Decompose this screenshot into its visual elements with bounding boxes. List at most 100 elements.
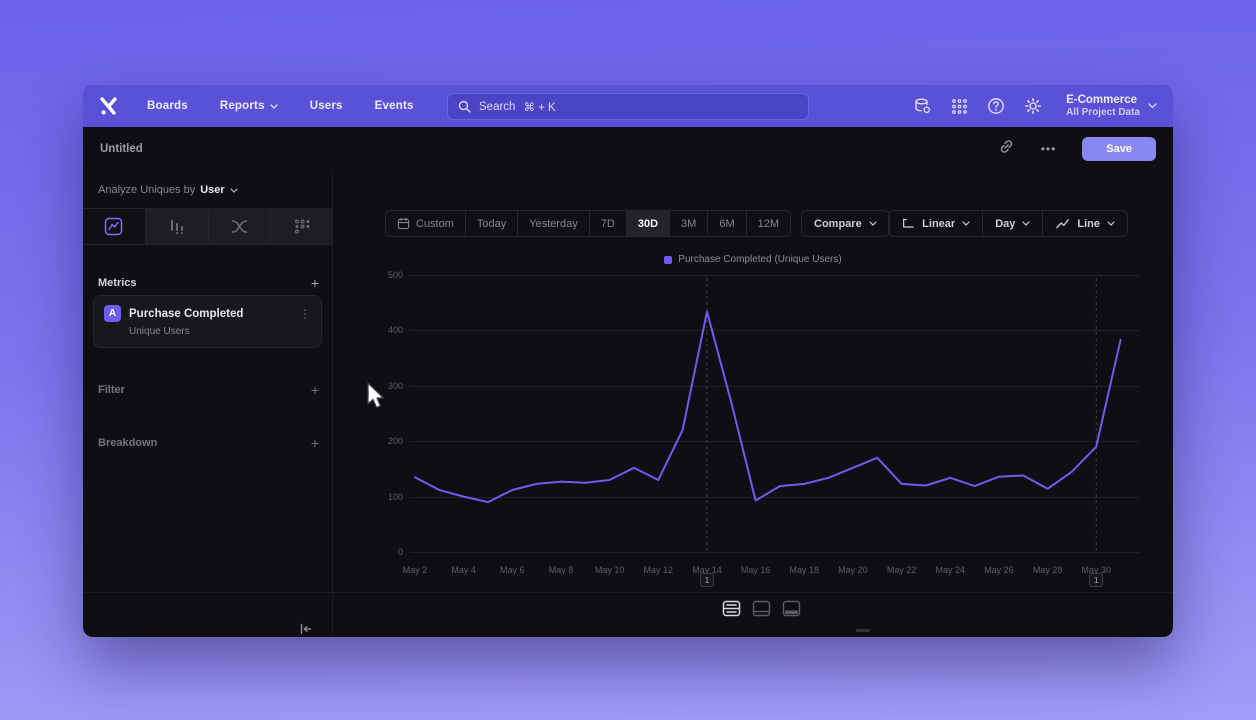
range-label: 6M [719,217,735,230]
chevron-down-icon [1107,221,1115,226]
range-12m-button[interactable]: 12M [747,211,790,236]
x-axis-tick: May 4 [451,565,476,575]
range-3m-button[interactable]: 3M [670,211,709,236]
help-icon[interactable] [986,96,1006,116]
report-title[interactable]: Untitled [100,142,143,155]
tab-insights[interactable] [83,209,146,244]
nav-item-label: Boards [147,100,188,112]
axis-icon [903,218,915,228]
range-label: Yesterday [529,217,578,230]
title-bar: Untitled ••• Save [83,127,1173,170]
view-toggles [720,598,803,619]
metric-card[interactable]: A Purchase Completed ⋮ Unique Users [93,295,322,348]
series-line[interactable] [414,310,1122,504]
chevron-down-icon [869,221,877,226]
top-nav: Boards Reports Users Events Search ⌘ + K [83,85,1173,127]
metrics-section-header: Metrics + [98,275,319,291]
metric-badge: A [104,305,121,322]
search-placeholder: Search [479,100,516,113]
metric-kebab-menu[interactable]: ⋮ [299,306,311,321]
nav-item-label: Events [374,100,414,112]
x-axis-tick: May 14 [692,565,722,575]
flows-icon [231,220,248,233]
gridline [410,552,1140,553]
gridline [410,385,1140,387]
app-window: Boards Reports Users Events Search ⌘ + K [83,85,1173,637]
search-shortcut: ⌘ + K [523,101,556,114]
breakdown-title: Breakdown [98,437,158,449]
scale-dropdown[interactable]: Linear [888,210,983,237]
x-axis-tick: May 10 [594,565,625,575]
tab-retention[interactable] [271,209,333,244]
range-label: 30D [637,217,659,230]
gridline [410,496,1140,498]
retention-icon [294,219,310,234]
metric-name: Purchase Completed [129,307,244,320]
chart-panel: Custom Today Yesterday 7D 30D 3M 6M 12M … [333,170,1173,637]
project-switcher[interactable]: E-Commerce All Project Data [1066,93,1157,119]
save-button[interactable]: Save [1082,136,1156,161]
x-axis-tick: May 2 [402,565,428,575]
data-management-icon[interactable] [912,96,932,116]
share-link-icon[interactable] [998,138,1015,160]
filter-section-header: Filter + [98,382,319,398]
chart-type-label: Line [1077,217,1100,230]
range-yesterday-button[interactable]: Yesterday [518,211,590,236]
y-axis-tick: 100 [387,491,403,502]
annotation-badge[interactable]: 1 [699,573,714,587]
range-30d-button[interactable]: 30D [626,211,671,236]
line-series [414,278,1122,552]
gridline [410,275,1140,276]
y-axis-tick: 500 [387,270,403,280]
settings-gear-icon[interactable] [1023,96,1043,116]
compare-button[interactable]: Compare [801,210,890,237]
chart-and-table-view-icon[interactable] [720,598,743,619]
add-breakdown-button[interactable]: + [310,435,319,451]
x-axis-tick: May 26 [984,565,1014,575]
collapse-sidebar-icon[interactable] [295,620,315,637]
range-7d-button[interactable]: 7D [590,211,627,236]
chevron-down-icon [1148,103,1157,109]
nav-item-boards[interactable]: Boards [147,100,188,112]
metric-subtitle[interactable]: Unique Users [129,326,190,337]
x-axis-tick: May 24 [935,565,965,575]
table-only-view-icon[interactable] [780,598,803,619]
chart-type-dropdown[interactable]: Line [1042,210,1128,237]
mixpanel-logo-icon[interactable] [99,96,121,116]
filter-title: Filter [98,384,125,396]
more-options-button[interactable]: ••• [1040,141,1057,156]
date-toolbar: Custom Today Yesterday 7D 30D 3M 6M 12M … [385,210,890,237]
search-input[interactable]: Search ⌘ + K [447,93,809,120]
chevron-down-icon [270,103,278,109]
range-6m-button[interactable]: 6M [708,211,747,236]
range-custom-button[interactable]: Custom [386,211,466,236]
chart-legend[interactable]: Purchase Completed (Unique Users) [333,254,1173,265]
add-filter-button[interactable]: + [310,382,319,398]
analyze-prefix-label: Analyze Uniques by [98,184,196,196]
x-axis-tick: May 28 [1032,565,1063,575]
chevron-down-icon [962,221,970,226]
analyze-selector[interactable]: Analyze Uniques by User [98,184,238,196]
apps-grid-icon[interactable] [949,96,969,116]
annotation-badge[interactable]: 1 [1089,573,1104,587]
nav-item-label: Users [309,100,343,112]
calendar-icon [397,217,410,230]
nav-menu: Boards Reports Users Events [147,100,414,112]
funnels-icon [170,219,183,234]
nav-item-events[interactable]: Events [375,100,414,112]
nav-item-reports[interactable]: Reports [220,100,278,112]
y-axis-tick: 300 [387,380,403,391]
add-metric-button[interactable]: + [310,275,319,291]
project-scope: All Project Data [1066,107,1140,119]
tab-funnels[interactable] [145,209,209,244]
granularity-dropdown[interactable]: Day [982,210,1043,237]
analyze-value[interactable]: User [200,184,225,196]
panel-resize-handle[interactable] [856,629,870,632]
gridline [410,330,1140,332]
nav-item-users[interactable]: Users [310,100,343,112]
chevron-down-icon [230,187,238,193]
range-today-button[interactable]: Today [466,211,519,236]
y-axis-tick: 200 [387,436,403,447]
chart-only-view-icon[interactable] [750,598,773,619]
tab-flows[interactable] [208,209,272,244]
